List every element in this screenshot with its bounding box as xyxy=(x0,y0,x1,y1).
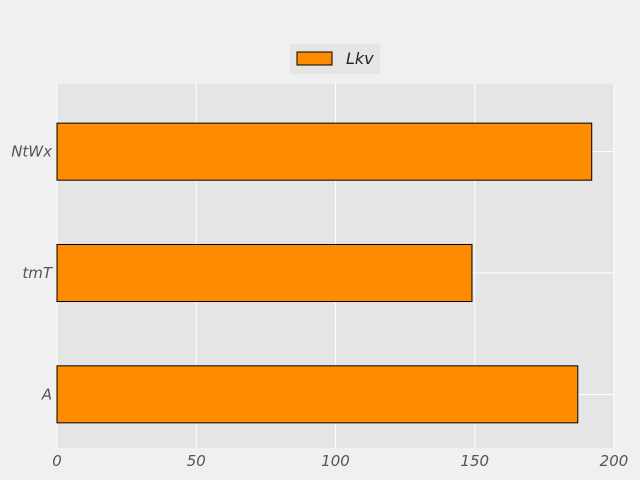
legend-label: Lkv xyxy=(346,49,374,68)
legend: Lkv xyxy=(290,44,380,74)
bar-A xyxy=(56,365,579,424)
bar-tmT xyxy=(56,243,473,303)
y-tick-label: A xyxy=(41,385,52,403)
x-tick-label: 50 xyxy=(187,452,206,470)
x-tick-label: 0 xyxy=(52,452,62,470)
legend-swatch xyxy=(296,51,333,66)
y-tick-label: NtWx xyxy=(11,143,52,161)
x-tick-label: 200 xyxy=(600,452,629,470)
y-tick-label: tmT xyxy=(22,264,53,282)
x-tick-label: 150 xyxy=(460,452,489,470)
x-tick-label: 100 xyxy=(321,452,350,470)
bars xyxy=(56,122,593,424)
bar-NtWx xyxy=(56,122,593,181)
x-tick-labels: 0 50 100 150 200 xyxy=(52,452,628,470)
